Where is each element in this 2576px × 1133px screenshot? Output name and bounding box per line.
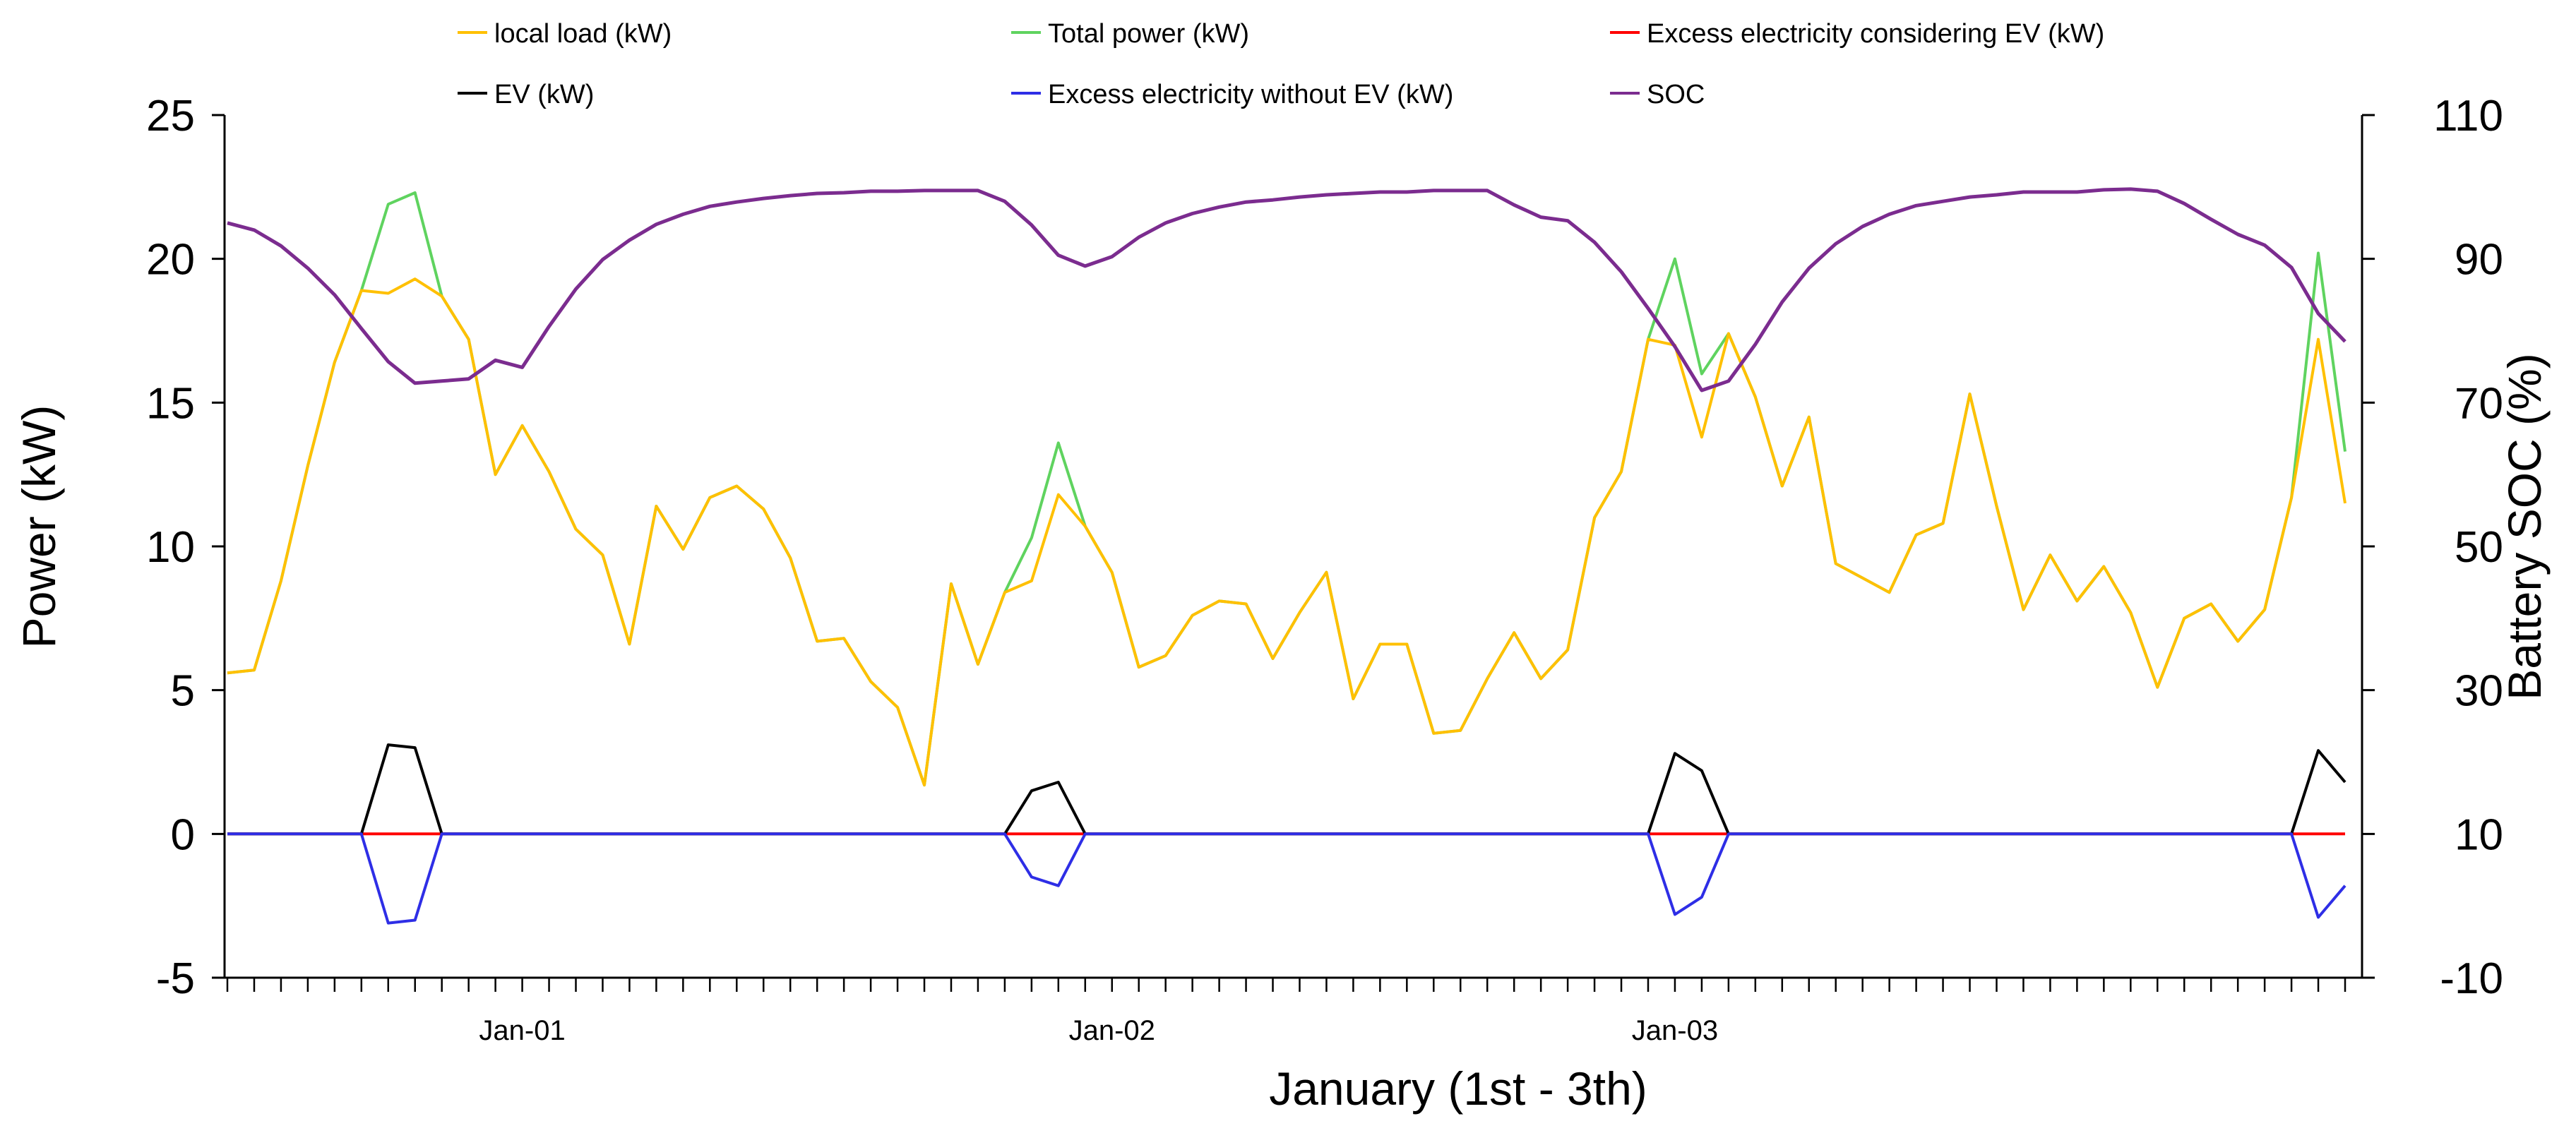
legend-label-0: local load (kW) — [494, 19, 672, 49]
y-tick-label: 5 — [171, 667, 195, 716]
y-tick-label: 25 — [146, 92, 195, 140]
y-axis-label: Power (kW) — [13, 405, 65, 649]
y2-tick-label: -10 — [2440, 954, 2503, 1003]
y2-tick-label: 10 — [2455, 810, 2503, 859]
series-line-4 — [227, 832, 2347, 925]
series-line-5 — [227, 187, 2347, 392]
series-line-0 — [227, 277, 2347, 787]
x-date-label: Jan-03 — [1632, 1015, 1718, 1046]
y-tick-label: 20 — [146, 236, 195, 284]
legend-label-4: Excess electricity without EV (kW) — [1048, 80, 1453, 109]
legend: local load (kW) Total power (kW) Excess el… — [458, 19, 2104, 109]
axes-layer: -5 0 5 10 15 20 25 -10 10 30 50 70 90 110 Jan-01 Jan-02… — [146, 92, 2503, 1046]
plot-area: -5 0 5 10 15 20 25 -10 10 30 50 70 90 110 Jan-01 Jan-02… — [146, 92, 2503, 1046]
series-line-3 — [227, 743, 2347, 836]
legend-label-1: Total power (kW) — [1048, 19, 1249, 49]
y2-tick-label: 50 — [2455, 523, 2503, 572]
y2-tick-label: 70 — [2455, 379, 2503, 428]
y2-tick-label: 30 — [2455, 667, 2503, 716]
legend-label-3: EV (kW) — [494, 80, 594, 109]
y-tick-label: 15 — [146, 379, 195, 428]
x-date-label: Jan-01 — [479, 1015, 565, 1046]
series-layer — [227, 187, 2347, 925]
y-tick-label: 10 — [146, 523, 195, 572]
y2-axis-label: Battery SOC (%) — [2498, 353, 2551, 700]
x-axis-label: January (1st - 3th) — [1269, 1062, 1647, 1115]
x-date-label: Jan-02 — [1069, 1015, 1155, 1046]
y-tick-label: -5 — [156, 954, 195, 1003]
y-tick-label: 0 — [171, 810, 195, 859]
legend-label-2: Excess electricity considering EV (kW) — [1647, 19, 2104, 49]
y2-tick-label: 90 — [2455, 236, 2503, 284]
series-line-1 — [227, 191, 2347, 787]
y2-tick-label: 110 — [2433, 92, 2503, 140]
legend-label-5: SOC — [1647, 80, 1705, 109]
